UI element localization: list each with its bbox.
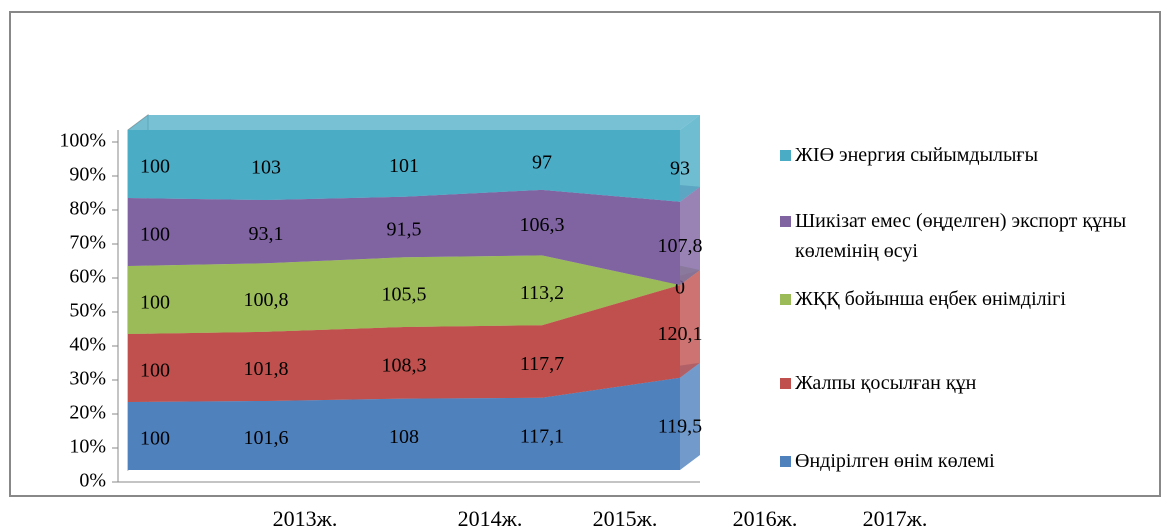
legend-swatch (780, 150, 791, 161)
legend-item: ЖІӨ энергия сыйымдылығы (780, 140, 1150, 170)
area (128, 189, 680, 286)
frame (9, 11, 1161, 497)
value-label: 101,8 (244, 358, 289, 380)
value-label: 93 (670, 157, 690, 179)
legend-item: Жалпы қосылған құн (780, 368, 1150, 398)
side-face (680, 362, 700, 470)
y-tick-label: 30% (69, 368, 106, 390)
value-label: 106,3 (520, 214, 565, 236)
legend-swatch (780, 456, 791, 467)
value-label: 100 (140, 292, 170, 314)
value-label: 119,5 (658, 415, 702, 437)
area (128, 377, 680, 470)
legend-label: ЖІӨ энергия сыйымдылығы (795, 144, 1039, 166)
value-label: 100 (140, 156, 170, 178)
legend-item: ЖҚҚ бойынша еңбек өнімділігі (780, 284, 1150, 314)
y-tick-label: 20% (69, 402, 106, 424)
value-label: 108 (389, 426, 419, 448)
value-label: 117,1 (520, 425, 564, 447)
y-tick-label: 70% (69, 232, 106, 254)
value-label: 100 (140, 224, 170, 246)
side-face (680, 270, 700, 378)
legend-label: Өндірілген өнім көлемі (795, 450, 995, 472)
y-tick-label: 90% (69, 164, 106, 186)
value-label: 101,6 (244, 427, 289, 449)
y-tick-label: 40% (69, 334, 106, 356)
y-tick-label: 60% (69, 266, 106, 288)
value-label: 0 (675, 277, 685, 299)
x-tick-label: 2014ж. (458, 506, 523, 531)
value-label: 105,5 (382, 284, 427, 306)
value-label: 100,8 (244, 289, 289, 311)
area (128, 255, 680, 334)
y-tick-label: 10% (69, 436, 106, 458)
value-label: 120,1 (658, 323, 703, 345)
area (128, 130, 680, 202)
legend-swatch (780, 378, 791, 389)
area (128, 285, 680, 402)
value-label: 93,1 (249, 223, 284, 245)
x-tick-label: 2017ж. (863, 506, 928, 531)
value-label: 108,3 (382, 354, 427, 376)
value-label: 100 (140, 428, 170, 450)
value-label: 117,7 (520, 353, 564, 375)
y-tick-label: 100% (59, 130, 106, 152)
value-label: 101 (389, 155, 419, 177)
value-label: 113,2 (520, 282, 564, 304)
legend-label: Шикізат емес (өңделген) экспорт құны көл… (795, 210, 1127, 262)
legend-label: ЖҚҚ бойынша еңбек өнімділігі (795, 288, 1066, 310)
side-face (680, 186, 700, 286)
y-tick-label: 50% (69, 300, 106, 322)
area-top (128, 115, 700, 130)
value-label: 97 (532, 152, 552, 174)
legend-item: Өндірілген өнім көлемі (780, 446, 1150, 476)
legend-item: Шикізат емес (өңделген) экспорт құны көл… (780, 206, 1150, 266)
value-label: 103 (251, 157, 281, 179)
x-tick-label: 2015ж. (593, 506, 658, 531)
y-tick-label: 0% (79, 470, 106, 492)
value-label: 107,8 (658, 235, 703, 257)
legend-swatch (780, 216, 791, 227)
value-label: 100 (140, 360, 170, 382)
legend-swatch (780, 294, 791, 305)
value-label: 91,5 (387, 219, 422, 241)
x-tick-label: 2013ж. (273, 506, 338, 531)
legend-label: Жалпы қосылған құн (795, 372, 977, 394)
side-face (680, 115, 700, 202)
x-tick-label: 2016ж. (733, 506, 798, 531)
y-tick-label: 80% (69, 198, 106, 220)
